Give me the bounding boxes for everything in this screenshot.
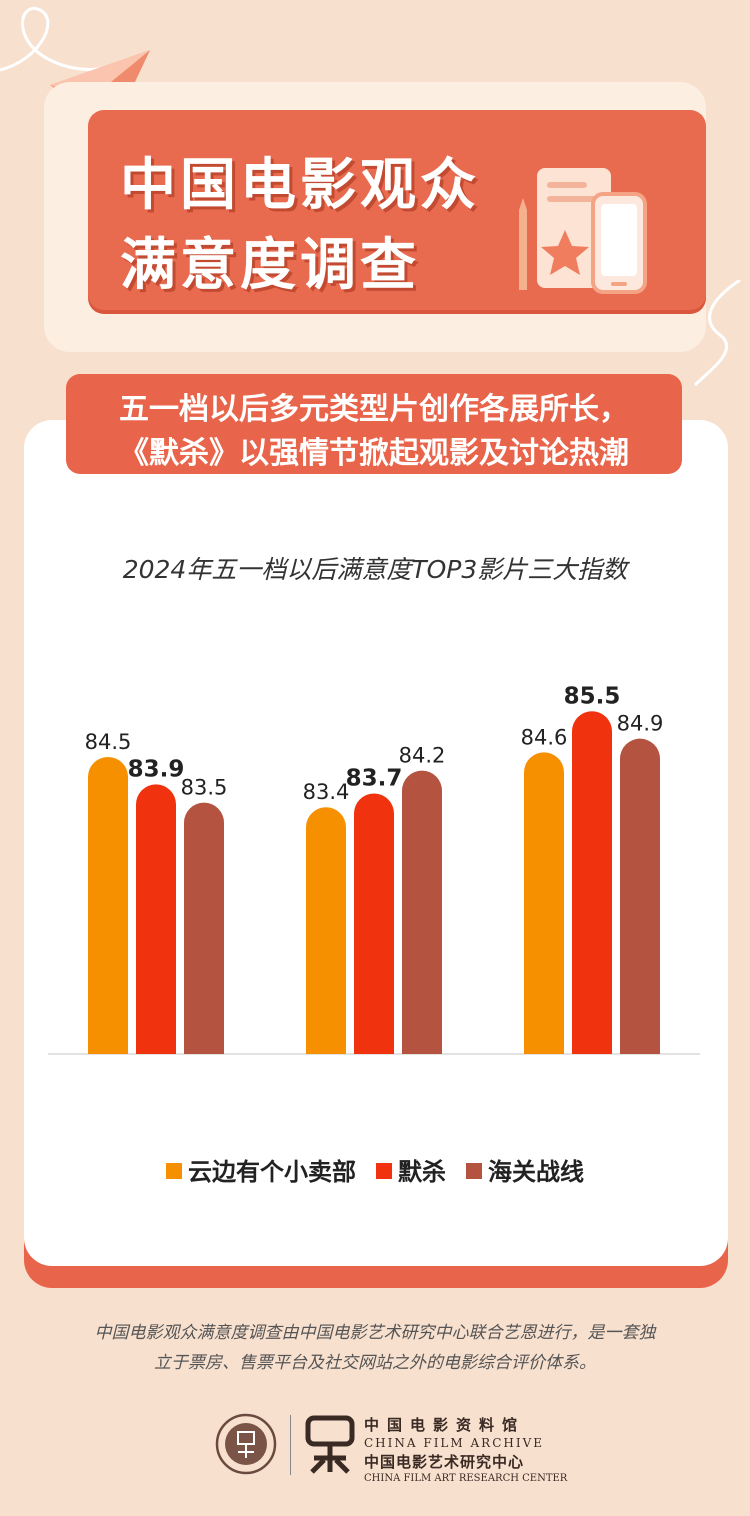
legend-swatch-1: [166, 1163, 182, 1179]
subtitle-banner: [66, 374, 682, 474]
footnote-line-1: 中国电影观众满意度调查由中国电影艺术研究中心联合艺恩进行，是一套独: [94, 1323, 656, 1343]
footnote: 中国电影观众满意度调查由中国电影艺术研究中心联合艺恩进行，是一套独 立于票房、售…: [40, 1318, 710, 1378]
data-label-3-1: 84.6: [521, 725, 568, 749]
data-label-2-3: 84.2: [399, 744, 446, 768]
legend-item-2: 默杀: [376, 1152, 446, 1187]
page-title-line-2: 满意度调查: [120, 233, 420, 298]
chart-title: 2024年五一档以后满意度TOP3影片三大指数: [122, 555, 628, 584]
legend-label-1: 云边有个小卖部: [188, 1158, 356, 1186]
logo-text-center-en: CHINA FILM ART RESEARCH CENTER: [364, 1473, 568, 1484]
data-label-2-1: 83.4: [303, 780, 350, 804]
data-label-2-2: 83.7: [346, 766, 403, 792]
survey-phone-icon: [519, 168, 647, 294]
film-art-research-center-logo: [305, 1415, 355, 1474]
x-tick-label-3: 传播度: [561, 1079, 624, 1080]
bar-3-2: [572, 711, 612, 1054]
legend-label-2: 默杀: [398, 1158, 446, 1186]
subtitle-line-2: 《默杀》以强情节掀起观影及讨论热潮: [119, 436, 629, 471]
logo-text-archive-cn: 中国电影资料馆: [364, 1416, 526, 1434]
legend-label-3: 海关战线: [488, 1158, 584, 1186]
logo-text-archive-en: CHINA FILM ARCHIVE: [364, 1436, 545, 1450]
bar-chart: 84.583.983.5 观赏性 83.483.784.2 思想性 84.6 85.5 84…: [48, 683, 700, 1080]
bar-2-2: [354, 793, 394, 1054]
page-title-line-1: 中国电影观众: [120, 153, 480, 218]
bar-2-3: [402, 770, 442, 1054]
decorative-swirl-top-left: [0, 6, 136, 72]
data-label-3-3: 84.9: [617, 712, 664, 736]
legend-swatch-2: [376, 1163, 392, 1179]
decorative-swirl-right: [693, 280, 741, 387]
china-film-archive-seal-logo: [215, 1413, 277, 1475]
bar-1-3: [184, 802, 224, 1054]
bar-1-2: [136, 784, 176, 1054]
data-label-1-3: 83.5: [181, 776, 228, 800]
legend-swatch-3: [466, 1163, 482, 1179]
x-tick-label-1: 观赏性: [125, 1079, 188, 1080]
legend-item-1: 云边有个小卖部: [166, 1152, 356, 1187]
bar-2-1: [306, 807, 346, 1054]
bar-1-1: [88, 756, 128, 1054]
chart-legend: 云边有个小卖部 默杀 海关战线: [0, 1152, 750, 1187]
bar-3-3: [620, 738, 660, 1054]
x-tick-label-2: 思想性: [343, 1079, 406, 1080]
data-label-3-2: 85.5: [564, 683, 621, 709]
legend-item-3: 海关战线: [466, 1152, 584, 1187]
subtitle-line-1: 五一档以后多元类型片创作各展所长，: [119, 392, 629, 427]
bar-3-1: [524, 752, 564, 1054]
data-label-1-2: 83.9: [128, 756, 185, 782]
logo-text: 中国电影资料馆 CHINA FILM ARCHIVE 中国电影艺术研究中心 CH…: [364, 1414, 567, 1484]
data-label-1-1: 84.5: [85, 730, 132, 754]
footnote-line-2: 立于票房、售票平台及社交网站之外的电影综合评价体系。: [154, 1353, 596, 1373]
logo-text-center-cn: 中国电影艺术研究中心: [364, 1453, 525, 1471]
logo-separator: [290, 1415, 291, 1475]
